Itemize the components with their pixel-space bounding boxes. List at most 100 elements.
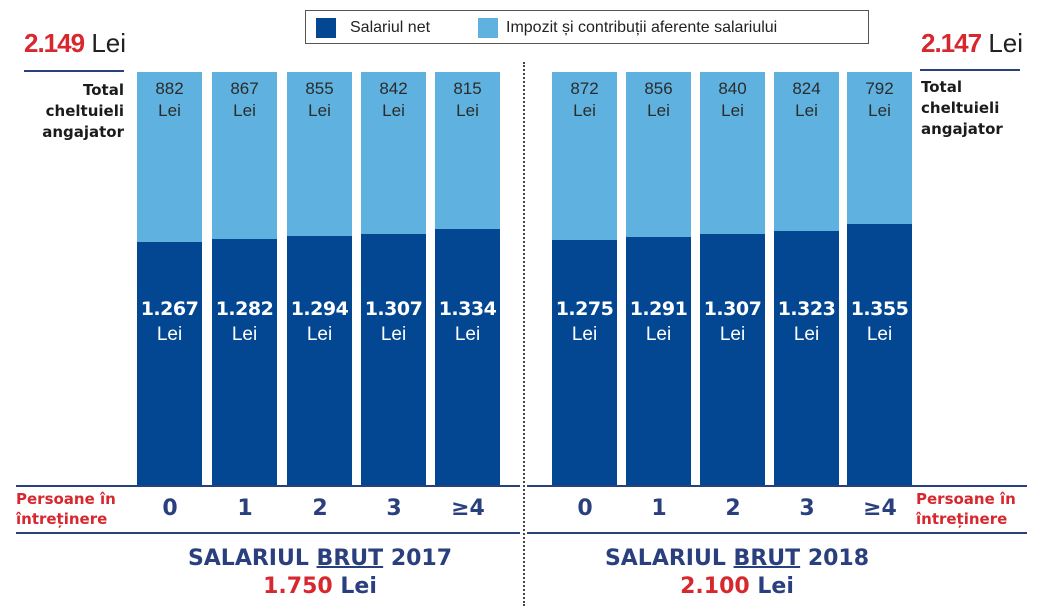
tax-value: 872 xyxy=(570,79,599,98)
left-bar-net xyxy=(287,236,352,485)
left-bar-tax xyxy=(287,72,352,237)
tax-unit: Lei xyxy=(233,101,256,120)
left-net-label: 1.334 Lei xyxy=(431,296,504,348)
net-unit: Lei xyxy=(306,324,333,345)
left-bar-tax xyxy=(361,72,426,234)
left-title-year: 2017 xyxy=(390,546,453,571)
net-value: 1.355 xyxy=(850,298,909,320)
right-tax-label: 856 Lei xyxy=(626,78,691,122)
tax-unit: Lei xyxy=(382,101,405,120)
right-persons-label-line: Persoane în xyxy=(916,490,1016,508)
right-axis-rule-bottom xyxy=(527,532,1027,534)
left-bar-net xyxy=(137,241,202,485)
left-bar-net xyxy=(212,238,277,485)
right-title-pre: SALARIUL xyxy=(604,546,726,571)
left-side-label-line: Total xyxy=(83,81,124,99)
right-net-label: 1.323 Lei xyxy=(770,296,843,348)
tax-unit: Lei xyxy=(868,101,891,120)
net-unit: Lei xyxy=(380,324,407,345)
right-side-label-line: cheltuieli xyxy=(921,99,1000,117)
right-group-title: SALARIUL BRUT 2018 xyxy=(547,546,927,571)
net-unit: Lei xyxy=(156,324,183,345)
right-gross: 2.100 Lei xyxy=(547,574,927,599)
right-bar-tax xyxy=(552,72,617,240)
left-category-label: 1 xyxy=(237,496,253,521)
tax-value: 856 xyxy=(644,79,673,98)
left-category-label: 0 xyxy=(162,496,178,521)
tax-value: 840 xyxy=(718,79,747,98)
chart-legend: Salariul net Impozit și contribuții afer… xyxy=(305,10,869,44)
right-category-label: 3 xyxy=(799,496,815,521)
left-title-pre: SALARIUL xyxy=(187,546,309,571)
net-unit: Lei xyxy=(645,324,672,345)
net-unit: Lei xyxy=(866,324,893,345)
legend-label-tax: Impozit și contribuții aferente salariul… xyxy=(506,19,778,36)
right-title-year: 2018 xyxy=(807,546,870,571)
net-unit: Lei xyxy=(719,324,746,345)
left-net-label: 1.307 Lei xyxy=(357,296,430,348)
left-gross: 1.750 Lei xyxy=(130,574,510,599)
left-category-label: 3 xyxy=(386,496,402,521)
net-value: 1.334 xyxy=(438,298,497,320)
left-gross-unit: Lei xyxy=(340,574,377,599)
left-tax-label: 855 Lei xyxy=(287,78,352,122)
right-tax-label: 840 Lei xyxy=(700,78,765,122)
right-total-rule xyxy=(920,69,1020,71)
left-bar-net xyxy=(435,228,500,485)
right-persons-label-line: întreținere xyxy=(916,510,1008,528)
tax-value: 815 xyxy=(453,79,482,98)
right-bar-net xyxy=(626,236,691,485)
right-side-label: Total cheltuieli angajator xyxy=(921,77,1031,140)
right-net-label: 1.275 Lei xyxy=(548,296,621,348)
left-axis-rule-top xyxy=(16,485,520,487)
net-value: 1.267 xyxy=(140,298,199,320)
left-total-rule xyxy=(24,70,124,72)
legend-label-net: Salariul net xyxy=(350,19,431,36)
left-persons-label: Persoane în întreținere xyxy=(16,489,116,529)
right-total-value: 2.147 xyxy=(921,28,982,58)
group-divider xyxy=(523,62,525,606)
right-bar-net xyxy=(552,239,617,485)
left-persons-label-line: întreținere xyxy=(16,510,108,528)
right-bar-net xyxy=(847,224,912,485)
left-bar-tax xyxy=(137,72,202,242)
left-tax-label: 867 Lei xyxy=(212,78,277,122)
left-total: 2.149 Lei xyxy=(24,28,126,59)
legend-swatch-net xyxy=(316,18,336,38)
left-net-label: 1.267 Lei xyxy=(133,296,206,348)
net-value: 1.291 xyxy=(629,298,688,320)
net-value: 1.307 xyxy=(364,298,423,320)
right-net-label: 1.355 Lei xyxy=(843,296,916,348)
net-unit: Lei xyxy=(231,324,258,345)
tax-value: 867 xyxy=(230,79,259,98)
left-side-label-line: cheltuieli xyxy=(45,102,124,120)
right-bar-net xyxy=(700,233,765,485)
right-gross-unit: Lei xyxy=(757,574,794,599)
right-net-label: 1.291 Lei xyxy=(622,296,695,348)
right-category-label: ≥4 xyxy=(863,496,897,521)
net-value: 1.275 xyxy=(555,298,614,320)
net-value: 1.323 xyxy=(777,298,836,320)
right-tax-label: 792 Lei xyxy=(847,78,912,122)
right-category-label: 2 xyxy=(725,496,741,521)
right-total: 2.147 Lei xyxy=(921,28,1023,59)
right-side-label-line: Total xyxy=(921,78,962,96)
left-bar-tax xyxy=(212,72,277,239)
right-title-brut: BRUT xyxy=(733,546,801,571)
right-side-label-line: angajator xyxy=(921,120,1003,138)
right-net-label: 1.307 Lei xyxy=(696,296,769,348)
left-total-unit: Lei xyxy=(91,28,127,58)
right-axis-rule-top xyxy=(527,485,1027,487)
left-axis-rule-bottom xyxy=(16,532,520,534)
left-bar-tax xyxy=(435,72,500,229)
net-unit: Lei xyxy=(793,324,820,345)
net-value: 1.294 xyxy=(290,298,349,320)
right-persons-label: Persoane în întreținere xyxy=(916,489,1016,529)
left-bar-net xyxy=(361,233,426,485)
left-side-label-line: angajator xyxy=(42,123,124,141)
right-bar-tax xyxy=(774,72,839,231)
left-tax-label: 842 Lei xyxy=(361,78,426,122)
right-category-label: 0 xyxy=(577,496,593,521)
tax-value: 882 xyxy=(155,79,184,98)
left-tax-label: 815 Lei xyxy=(435,78,500,122)
